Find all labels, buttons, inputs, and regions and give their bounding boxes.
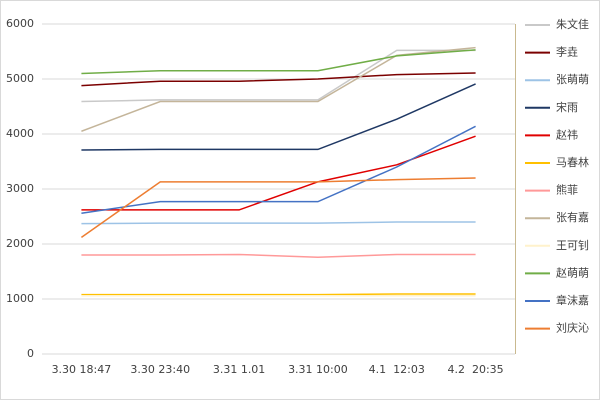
series-line — [81, 49, 476, 103]
y-tick-label: 4000 — [6, 127, 34, 140]
series-line — [81, 46, 476, 132]
y-tick-label: 2000 — [6, 237, 34, 250]
legend-label: 李垚 — [556, 45, 578, 59]
series-line — [81, 125, 476, 214]
series-line — [80, 177, 476, 239]
legend-label: 马春林 — [556, 155, 589, 169]
legend-label: 赵祎 — [556, 127, 578, 141]
legend-label: 朱文佳 — [556, 17, 589, 31]
legend-label: 张有嘉 — [556, 210, 589, 224]
legend-label: 刘庆沁 — [556, 321, 589, 335]
y-tick-label: 1000 — [6, 292, 34, 305]
legend-label: 赵萌萌 — [556, 265, 589, 279]
series-line — [81, 72, 476, 87]
x-tick-label: 3.30 23:40 — [130, 363, 190, 376]
y-tick-label: 0 — [27, 347, 34, 360]
y-tick-label: 3000 — [6, 182, 34, 195]
legend-label: 宋雨 — [556, 100, 578, 114]
y-tick-label: 6000 — [6, 17, 34, 30]
series-line — [81, 83, 476, 151]
y-tick-label: 5000 — [6, 72, 34, 85]
series-line — [81, 293, 476, 296]
legend-label: 熊菲 — [556, 183, 578, 197]
x-tick-label: 3.30 18:47 — [52, 363, 112, 376]
x-tick-label: 3.31 10:00 — [288, 363, 348, 376]
legend-label: 张萌萌 — [556, 72, 589, 86]
series-line — [81, 49, 476, 75]
legend-label: 王可钊 — [556, 238, 589, 252]
x-tick-label: 4.2 20:35 — [447, 363, 503, 376]
series-line — [81, 253, 476, 258]
series-line — [81, 221, 476, 225]
x-tick-label: 4.1 12:03 — [369, 363, 425, 376]
x-tick-label: 3.31 1.01 — [213, 363, 265, 376]
legend-label: 章沫嘉 — [556, 293, 589, 307]
